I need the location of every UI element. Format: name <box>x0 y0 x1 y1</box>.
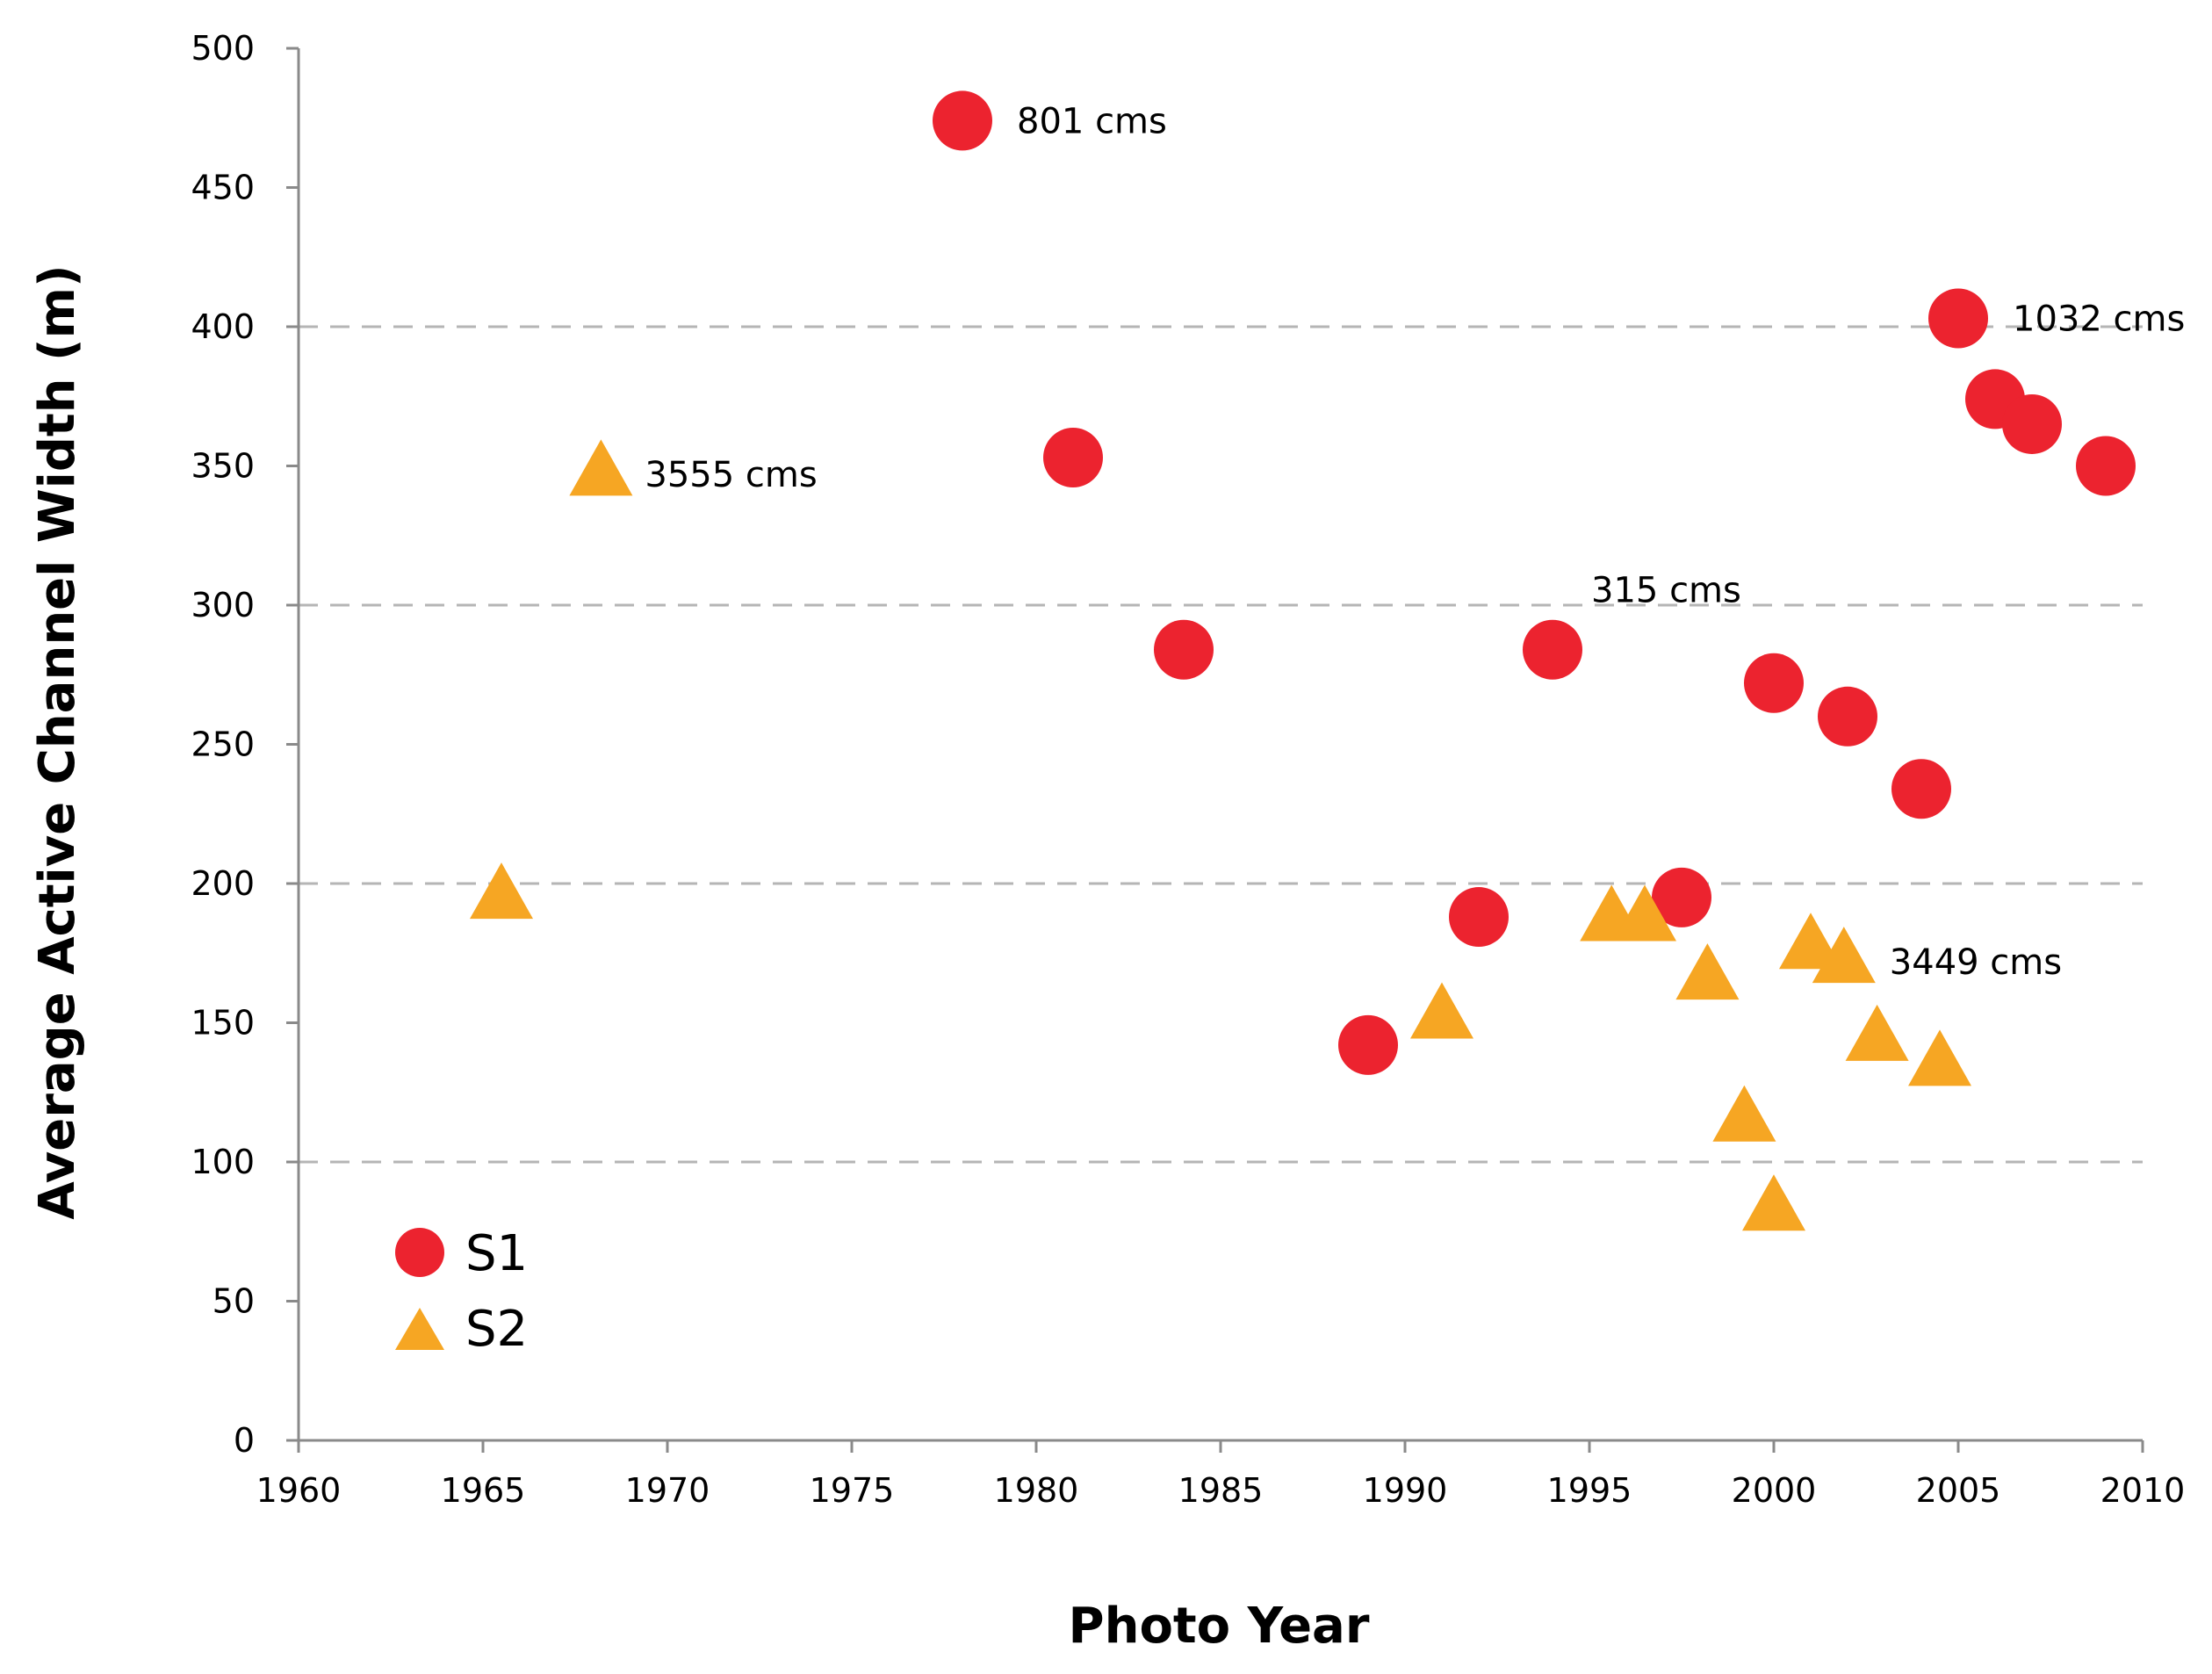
annotation-label: 801 cms <box>1017 101 1167 141</box>
point-s2 <box>1779 913 1842 970</box>
point-s2 <box>1712 1085 1776 1142</box>
y-tick-label: 50 <box>213 1282 255 1321</box>
point-s2 <box>1742 1174 1805 1231</box>
legend-marker-s1 <box>395 1228 444 1277</box>
point-s2 <box>470 862 533 920</box>
point-s1 <box>933 90 992 151</box>
point-s2 <box>1908 1029 1971 1086</box>
y-tick-label: 250 <box>191 725 255 764</box>
point-s1 <box>1652 867 1711 927</box>
point-s1 <box>2002 393 2062 454</box>
x-tick-label: 1985 <box>1178 1471 1264 1510</box>
point-s1 <box>2076 436 2136 496</box>
x-tick-label: 1990 <box>1363 1471 1448 1510</box>
annotation-label: 315 cms <box>1591 571 1741 611</box>
y-tick-label: 150 <box>191 1004 255 1043</box>
y-tick-label: 0 <box>234 1421 255 1460</box>
tick-labels: 0 50 100 150 200 250 300 350 400 450 500 1960 1965 19… <box>191 29 2185 1510</box>
y-tick-label: 300 <box>191 586 255 624</box>
point-s1 <box>1928 288 1988 349</box>
x-tick-label: 1965 <box>441 1471 526 1510</box>
x-axis-title: Photo Year <box>1069 1598 1370 1655</box>
point-s1 <box>1154 619 1214 680</box>
legend-label-s1: S1 <box>465 1225 528 1282</box>
legend: S1 S2 <box>395 1225 528 1358</box>
x-tick-label: 2005 <box>1916 1471 2001 1510</box>
point-s1 <box>1744 653 1804 713</box>
annotations: 801 cms 3555 cms 315 cms 1032 cms 3449 cms <box>645 101 2185 982</box>
legend-label-s2: S2 <box>465 1301 528 1358</box>
annotation-label: 1032 cms <box>2013 299 2185 339</box>
data-points <box>470 90 2136 1231</box>
point-s1 <box>1523 619 1582 680</box>
point-s2 <box>569 439 633 496</box>
y-tick-label: 100 <box>191 1143 255 1181</box>
x-tick-label: 2010 <box>2100 1471 2186 1510</box>
annotation-label: 3555 cms <box>645 455 817 495</box>
y-tick-label: 200 <box>191 864 255 903</box>
gridlines <box>299 325 2143 1164</box>
x-tick-label: 2000 <box>1732 1471 1817 1510</box>
point-s2 <box>1675 943 1740 1000</box>
legend-marker-s2 <box>395 1308 444 1350</box>
y-tick-label: 350 <box>191 447 255 486</box>
y-tick-label: 400 <box>191 307 255 346</box>
point-s2 <box>1410 982 1473 1039</box>
x-tick-label: 1995 <box>1547 1471 1632 1510</box>
point-s2 <box>1845 1004 1909 1061</box>
x-tick-label: 1970 <box>625 1471 710 1510</box>
y-tick-label: 500 <box>191 29 255 68</box>
point-s2 <box>1613 884 1676 942</box>
x-tick-label: 1960 <box>256 1471 342 1510</box>
annotation-label: 3449 cms <box>1890 942 2062 983</box>
point-s1 <box>1449 887 1509 948</box>
point-s1 <box>1338 1014 1398 1075</box>
point-s1 <box>1891 759 1951 819</box>
x-tick-label: 1975 <box>810 1471 895 1510</box>
point-s2 <box>1812 927 1876 984</box>
y-axis-title: Average Active Channel Width (m) <box>29 264 86 1219</box>
axes <box>297 48 2143 1442</box>
point-s1 <box>1818 686 1877 747</box>
y-tick-label: 450 <box>191 169 255 207</box>
x-tick-label: 1980 <box>994 1471 1079 1510</box>
point-s1 <box>1043 427 1103 487</box>
